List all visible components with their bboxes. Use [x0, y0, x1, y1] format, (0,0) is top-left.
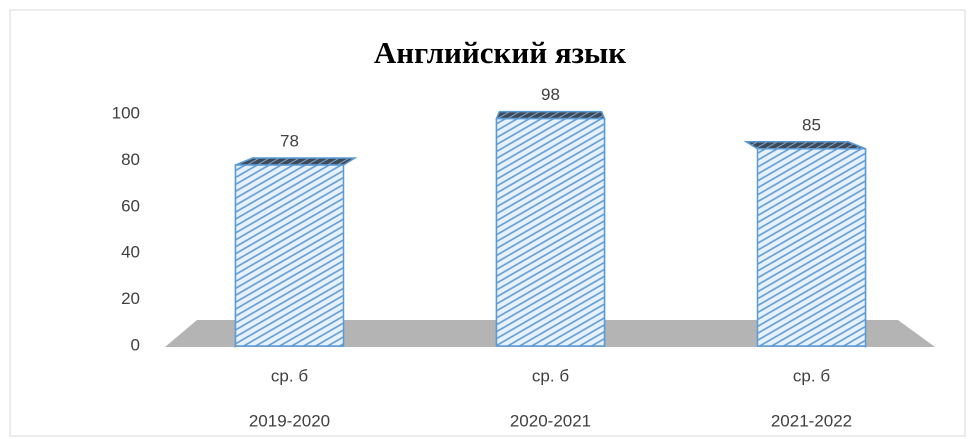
bar	[234, 164, 345, 347]
y-tick-label: 80	[121, 150, 140, 169]
x-tick-label: 2020-2021	[510, 411, 591, 430]
value-label: 98	[541, 85, 560, 104]
x-tick-label: 2021-2022	[771, 411, 852, 430]
chart-title: Английский язык	[374, 35, 626, 70]
y-tick-label: 60	[121, 196, 140, 215]
bar-top	[235, 157, 358, 166]
value-label: 85	[802, 115, 821, 134]
bar	[756, 148, 867, 347]
y-tick-label: 0	[131, 335, 140, 354]
bar-top	[495, 110, 606, 120]
x-tick-label: 2019-2020	[249, 411, 330, 430]
y-tick-label: 40	[121, 243, 140, 262]
x-sublabel: ср. б	[532, 366, 569, 385]
x-sublabel: ср. б	[271, 366, 308, 385]
bar-top	[743, 141, 866, 150]
x-sublabel: ср. б	[793, 366, 830, 385]
value-label: 78	[280, 132, 299, 151]
y-tick-label: 100	[112, 103, 140, 122]
y-tick-label: 20	[121, 289, 140, 308]
bar	[495, 117, 606, 347]
